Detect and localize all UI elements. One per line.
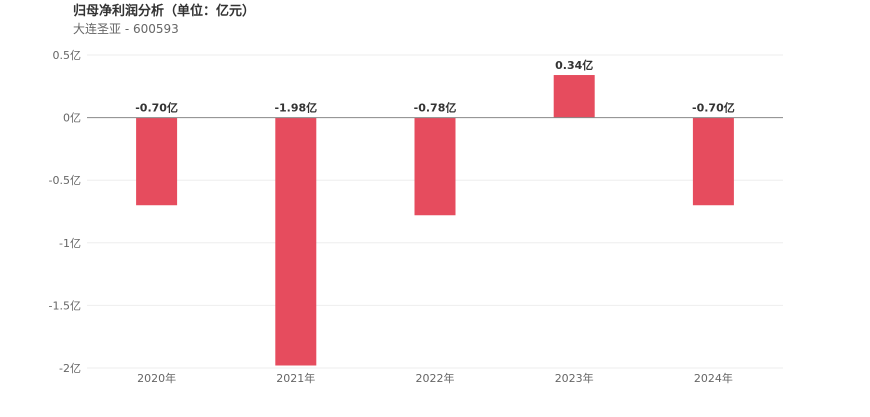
- bar: [553, 75, 595, 118]
- chart-subtitle: 大连圣亚 - 600593: [73, 22, 179, 36]
- data-label: -0.70亿: [135, 101, 178, 115]
- x-tick-label: 2023年: [555, 371, 594, 385]
- x-tick-label: 2022年: [416, 371, 455, 385]
- data-labels: -0.70亿 -1.98亿 -0.78亿 0.34亿 -0.70亿: [135, 58, 735, 115]
- y-tick-label: 0亿: [63, 112, 81, 125]
- x-axis-labels: 2020年 2021年 2022年 2023年 2024年: [137, 371, 733, 385]
- y-tick-label: -1亿: [59, 237, 81, 250]
- chart-title: 归母净利润分析（单位：亿元）: [73, 4, 256, 19]
- bar: [136, 117, 178, 206]
- bars: [136, 75, 734, 366]
- grid-lines: [87, 54, 783, 369]
- bar: [692, 117, 734, 206]
- data-label: -1.98亿: [274, 101, 317, 115]
- y-tick-label: -0.5亿: [49, 174, 81, 187]
- data-label: -0.78亿: [414, 101, 457, 115]
- bar: [275, 117, 317, 366]
- x-tick-label: 2024年: [694, 371, 733, 385]
- x-tick-label: 2020年: [137, 371, 176, 385]
- y-tick-label: -2亿: [59, 362, 81, 375]
- x-tick-label: 2021年: [276, 371, 315, 385]
- data-label: 0.34亿: [555, 58, 593, 72]
- y-tick-label: -1.5亿: [49, 299, 81, 312]
- y-tick-label: 0.5亿: [53, 49, 82, 62]
- data-label: -0.70亿: [692, 101, 735, 115]
- y-axis-ticks: 0.5亿 0亿 -0.5亿 -1亿 -1.5亿 -2亿: [49, 49, 81, 375]
- bar: [414, 117, 456, 216]
